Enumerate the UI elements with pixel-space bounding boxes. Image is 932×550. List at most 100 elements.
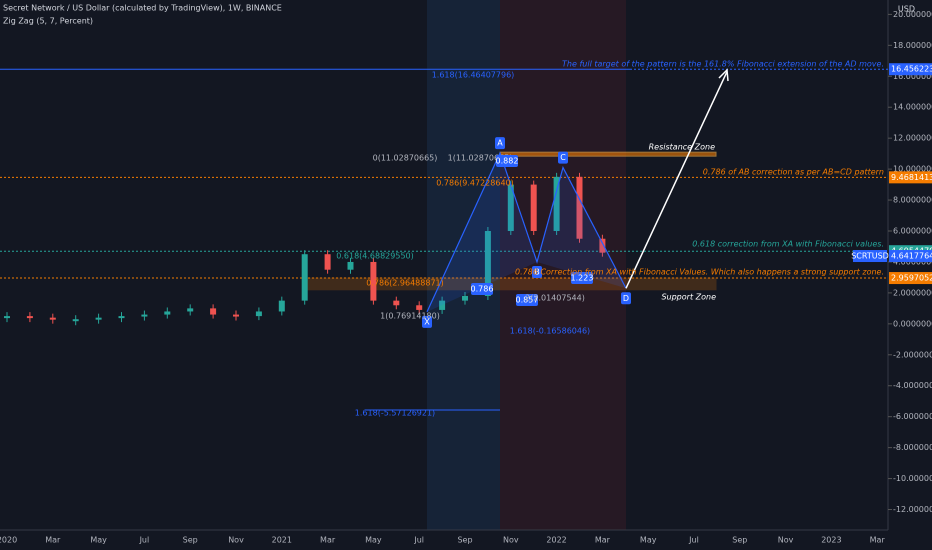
price-tick-label: 18.00000000	[893, 41, 932, 50]
pattern-point-box	[558, 151, 568, 164]
price-tick-label: 10.00000000	[893, 165, 932, 174]
fib-label: 0.786(2.96488871)	[366, 279, 444, 288]
annotation: The full target of the pattern is the 16…	[562, 60, 884, 69]
price-tick-label: 6.00000000	[893, 227, 932, 236]
fib-label: 0.786(9.47228640)	[436, 179, 514, 188]
annotation: Support Zone	[661, 293, 716, 302]
fib-label: 1(11.02870665)	[448, 154, 513, 163]
fib-ratio-box	[496, 155, 518, 167]
candle	[324, 254, 331, 270]
candle	[370, 261, 377, 301]
price-tick-label: 12.00000000	[893, 134, 932, 143]
time-tick-label: May	[365, 536, 382, 545]
candle	[72, 319, 79, 322]
price-tick-label: 20.00000000	[893, 10, 932, 19]
price-tag-label: 4.64177647	[891, 252, 932, 261]
price-tick-label: -2.00000000	[893, 350, 932, 359]
candle	[49, 317, 56, 320]
annotation: 0.786 Correction from XA with Fibonacci …	[515, 268, 884, 277]
fib-label: 0.882	[496, 157, 519, 166]
pattern-point-label: A	[497, 139, 503, 148]
price-tag	[889, 171, 932, 184]
time-tick-label: Nov	[503, 536, 519, 545]
price-tick-label: 14.00000000	[893, 103, 932, 112]
annotation: 0.786 of AB correction as per AB=CD patt…	[703, 168, 884, 177]
fib-ratio-box	[516, 294, 538, 306]
pattern-point-box	[621, 292, 631, 305]
symbol-tag: SCRTUSD	[851, 252, 889, 261]
candle	[233, 314, 239, 317]
price-tag-label: 16.45622392	[891, 65, 932, 74]
time-tick-label: Jul	[413, 536, 424, 545]
indicator-title: Zig Zag (5, 7, Percent)	[3, 17, 93, 26]
time-tick-label: May	[640, 536, 657, 545]
fib-label: 1.618(-5.57126921)	[355, 409, 435, 418]
time-tick-label: Sep	[183, 536, 198, 545]
time-tick-label: Jul	[688, 536, 699, 545]
time-tick-label: 2020	[0, 536, 17, 545]
target-arrow-head	[718, 68, 729, 82]
price-tick-label: -4.00000000	[893, 381, 932, 390]
pattern-legs	[426, 151, 627, 313]
time-tick-label: Mar	[320, 536, 336, 545]
fib-label: 0.618(4.68829550)	[336, 252, 414, 261]
price-tag	[889, 63, 932, 76]
candle	[393, 300, 400, 306]
time-tick-label: Sep	[457, 536, 472, 545]
price-tick-label: -8.00000000	[893, 443, 932, 452]
fib-label: 1(0.76914180)	[380, 312, 440, 321]
time-tick-label: 2022	[546, 536, 566, 545]
fib-ratio-box	[471, 283, 493, 295]
pattern-point-box	[495, 137, 505, 150]
price-tick-label: -12.00000000	[893, 505, 932, 514]
fib-label: 1.618(-0.16586046)	[510, 327, 590, 336]
symbol-title: Secret Network / US Dollar (calculated b…	[3, 4, 282, 13]
currency: USD	[898, 5, 915, 14]
pattern-point-label: X	[424, 317, 430, 326]
fib-label: 0.786	[471, 285, 494, 294]
resistance-zone	[499, 151, 717, 157]
candle	[576, 176, 583, 239]
pattern-point-label: C	[560, 153, 566, 162]
annotation: Resistance Zone	[649, 143, 715, 152]
time-tick-label: Mar	[595, 536, 611, 545]
price-tag	[889, 250, 932, 263]
fib-label: 2(2.01407544)	[525, 294, 585, 303]
candle	[599, 238, 606, 253]
time-tick-label: Nov	[228, 536, 244, 545]
fib-label: 1.223	[571, 274, 594, 283]
price-tick-label: 0.00000000	[893, 319, 932, 328]
candle	[164, 311, 171, 315]
candle	[26, 316, 33, 319]
fib-label: 1.618(16.46407796)	[432, 71, 515, 80]
price-tick-label: -10.00000000	[893, 474, 932, 483]
candle	[484, 231, 491, 296]
candle	[301, 254, 308, 301]
pattern-point-box	[422, 315, 432, 328]
candle	[210, 308, 217, 315]
candle	[347, 261, 354, 270]
candle	[530, 184, 537, 232]
price-tick-label: 2.00000000	[893, 288, 932, 297]
time-tick-label: Mar	[45, 536, 61, 545]
fib-label: 0(11.02870665)	[373, 154, 438, 163]
price-tag-label: 2.95970521	[891, 274, 932, 283]
time-tick-label: Mar	[870, 536, 886, 545]
candle	[462, 295, 468, 301]
candle	[187, 308, 194, 312]
candle	[439, 300, 446, 310]
candle	[278, 300, 285, 312]
time-tick-label: 2023	[821, 536, 841, 545]
time-tick-label: May	[90, 536, 107, 545]
time-tick-label: 2021	[272, 536, 292, 545]
price-tag	[889, 272, 932, 285]
candle	[118, 316, 125, 319]
price-tick-label: -6.00000000	[893, 412, 932, 421]
candle	[141, 314, 148, 317]
price-tick-label: 16.00000000	[893, 72, 932, 81]
time-zone-a-d	[500, 0, 626, 530]
price-tick-label: 8.00000000	[893, 196, 932, 205]
candle	[507, 184, 514, 232]
